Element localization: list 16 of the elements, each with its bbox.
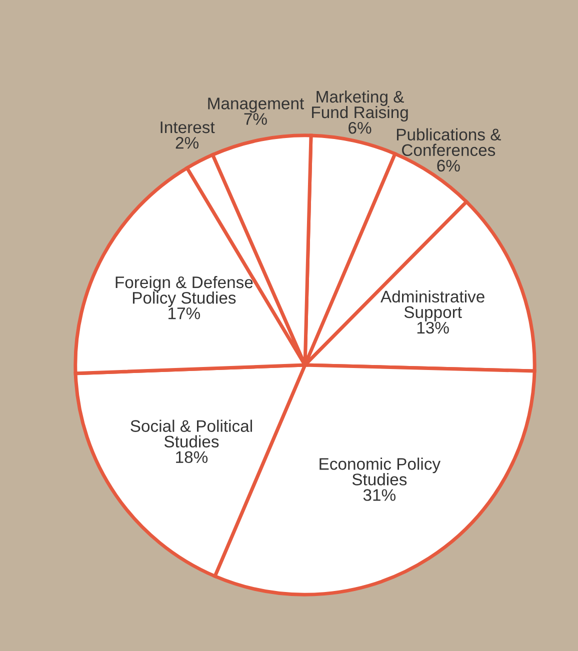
data-label: 18% <box>176 451 208 464</box>
slice-label: Interest <box>160 122 215 134</box>
data-label: 31% <box>363 489 396 501</box>
slice-label: Marketing & Fund Raising <box>312 90 408 122</box>
slice-label: Administrative Support <box>380 290 484 322</box>
data-label: 17% <box>168 308 200 320</box>
data-label: 6% <box>348 122 372 134</box>
data-label: 2% <box>176 136 199 149</box>
slice-label: Foreign & Defense Policy Studies <box>116 276 253 308</box>
data-label: 13% <box>417 322 449 334</box>
data-label: 7% <box>244 113 267 125</box>
slice-label: Social & Political Studies <box>130 420 252 448</box>
slice-label: Management <box>208 98 304 113</box>
slice-label: Publications & Conferences <box>396 128 501 156</box>
slice-label: Economic Policy Studies <box>320 458 441 486</box>
data-label: 6% <box>437 160 460 172</box>
